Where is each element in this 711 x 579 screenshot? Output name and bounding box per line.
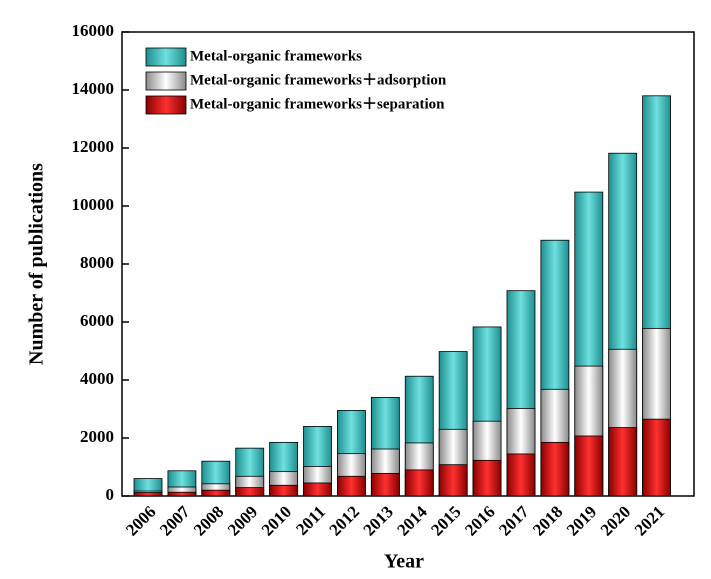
y-tick-label: 0 [106, 485, 115, 504]
x-tick-label: 2011 [292, 502, 329, 539]
x-tick-label: 2009 [224, 502, 261, 539]
x-tick-label: 2006 [122, 502, 159, 539]
x-tick-label: 2020 [597, 502, 634, 539]
bar [133, 492, 163, 497]
bar [167, 491, 197, 497]
x-tick-label: 2008 [190, 502, 227, 539]
x-tick-label: 2021 [631, 502, 668, 539]
x-tick-label: 2007 [156, 502, 194, 540]
bar [303, 482, 332, 497]
legend-label: Metal-organic frameworks＋adsorption [190, 72, 447, 88]
legend-swatch [145, 95, 187, 115]
legend-swatch [145, 71, 187, 91]
legend-label: Metal-organic frameworks [190, 48, 362, 64]
y-axis-label: Number of publications [26, 163, 48, 365]
x-tick-label: 2015 [427, 502, 464, 539]
bar [540, 441, 570, 497]
x-tick-label: 2014 [393, 502, 431, 540]
bar [201, 489, 231, 497]
y-tick-label: 10000 [72, 195, 115, 214]
y-tick-label: 2000 [80, 427, 114, 446]
y-tick-label: 16000 [72, 21, 115, 40]
x-tick-label: 2012 [326, 502, 363, 539]
legend-swatch [145, 47, 187, 67]
bar [574, 435, 604, 497]
bar [404, 469, 434, 497]
bar [506, 453, 536, 497]
bar [608, 427, 638, 497]
bar [337, 475, 366, 497]
y-tick-label: 6000 [80, 311, 114, 330]
bar [269, 484, 299, 497]
x-tick-label: 2018 [529, 502, 566, 539]
x-axis-label: Year [384, 551, 424, 573]
bar [370, 472, 400, 497]
x-tick-label: 2013 [359, 502, 396, 539]
x-tick-label: 2017 [495, 502, 533, 540]
y-tick-label: 8000 [80, 253, 114, 272]
legend-label: Metal-organic frameworks＋separation [190, 96, 445, 112]
bar [235, 487, 265, 497]
bar [438, 464, 468, 497]
y-tick-label: 4000 [80, 369, 114, 388]
bar [472, 459, 502, 497]
x-tick-label: 2016 [461, 502, 498, 539]
y-tick-label: 14000 [72, 79, 115, 98]
bar [642, 418, 672, 497]
x-tick-label: 2019 [563, 502, 600, 539]
x-tick-label: 2010 [258, 502, 295, 539]
y-tick-label: 12000 [72, 137, 115, 156]
